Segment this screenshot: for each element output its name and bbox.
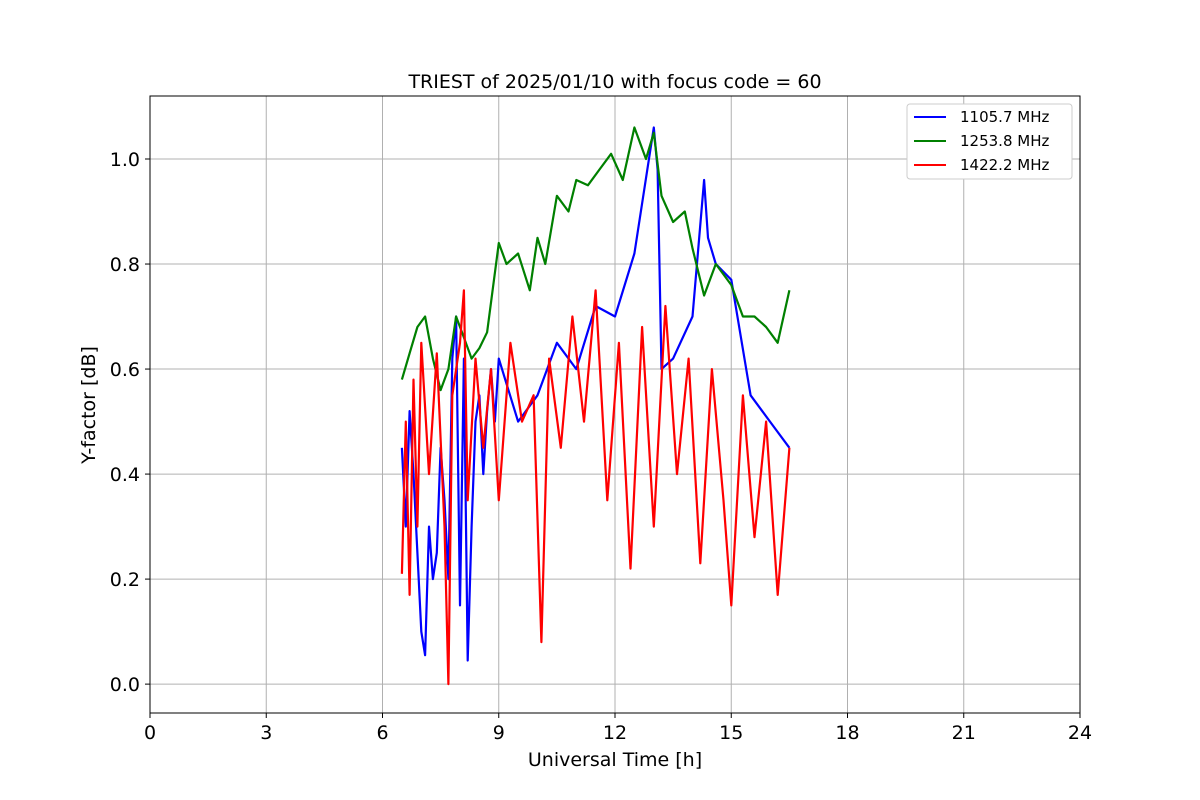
x-tick-label: 18	[835, 722, 859, 744]
y-axis-title: Y-factor [dB]	[78, 346, 100, 465]
x-tick-label: 0	[144, 722, 156, 744]
series-line-1	[400, 126, 791, 392]
x-tick-label: 15	[719, 722, 743, 744]
y-tick-label: 0.2	[110, 569, 140, 591]
x-tick-label: 3	[260, 722, 272, 744]
y-tick-label: 0.0	[110, 674, 140, 696]
legend-label-0: 1105.7 MHz	[960, 108, 1049, 126]
x-tick-label: 21	[952, 722, 976, 744]
x-tick-label: 9	[493, 722, 505, 744]
y-tick-label: 0.4	[110, 464, 140, 486]
x-axis-title: Universal Time [h]	[528, 749, 702, 771]
y-tick-label: 0.6	[110, 359, 140, 381]
chart-title: TRIEST of 2025/01/10 with focus code = 6…	[407, 71, 821, 93]
series-line-2	[400, 289, 791, 686]
ticks: 0 3 6 9 12 15 18 21 24 0.0 0.2 0.4 0.6 0.8 1.0	[110, 149, 1092, 744]
y-tick-label: 1.0	[110, 149, 140, 171]
legend-label-1: 1253.8 MHz	[960, 132, 1049, 150]
x-tick-label: 24	[1068, 722, 1092, 744]
x-tick-label: 12	[603, 722, 627, 744]
legend-label-2: 1422.2 MHz	[960, 156, 1049, 174]
legend-box	[906, 103, 1073, 180]
legend: 1105.7 MHz 1253.8 MHz 1422.2 MHz	[906, 103, 1073, 180]
series-group	[400, 126, 791, 686]
x-tick-label: 6	[376, 722, 388, 744]
y-tick-label: 0.8	[110, 254, 140, 276]
